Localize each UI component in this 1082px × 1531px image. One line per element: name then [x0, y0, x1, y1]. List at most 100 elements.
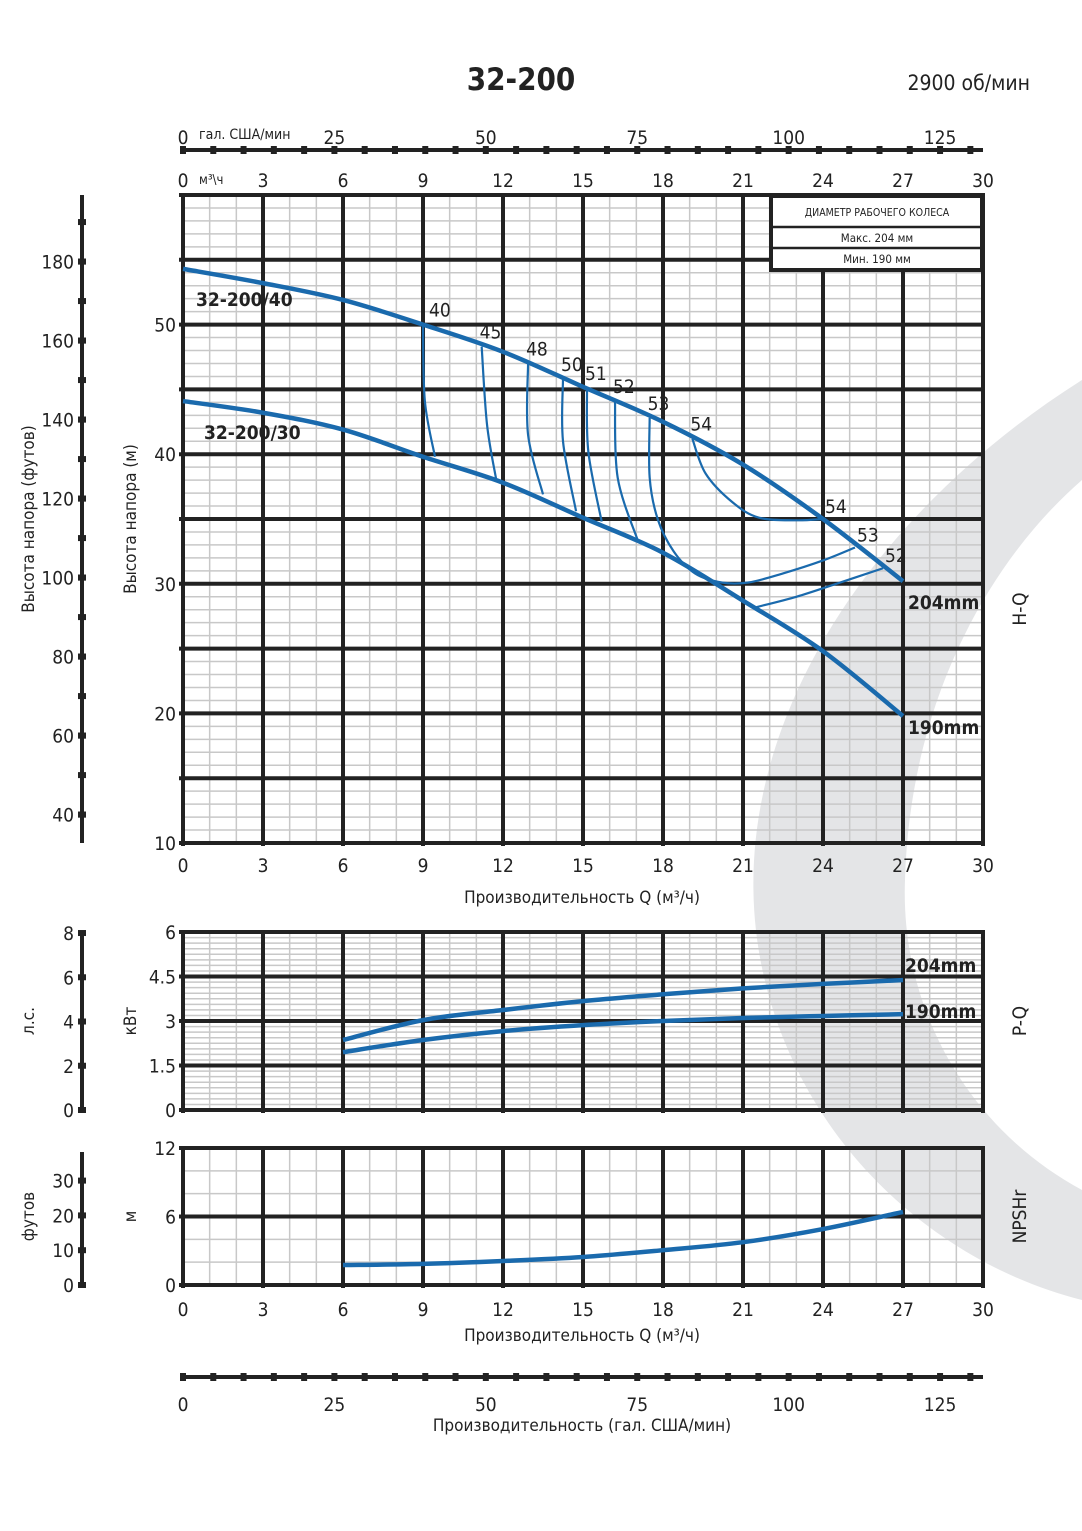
- x-tick-label: 12: [492, 855, 514, 877]
- npsh-feet-axis: [78, 1152, 86, 1288]
- m3h-unit-label: м³\ч: [199, 173, 223, 188]
- y-tick-label: 6: [165, 922, 176, 944]
- x-axis-label: Производительность Q (м³/ч): [464, 1326, 700, 1346]
- y2-axis-label: Высота напора (футов): [19, 425, 39, 612]
- axis-tick: [543, 146, 550, 154]
- y2-tick-label: 60: [52, 726, 74, 748]
- x-tick-label: 18: [652, 1299, 674, 1321]
- y2-tick-label: 80: [52, 647, 74, 669]
- efficiency-contour-48: [525, 363, 545, 495]
- top-x-tick-label: 27: [892, 170, 914, 192]
- efficiency-label: 52: [613, 376, 635, 398]
- top-x-tick-label: 18: [652, 170, 674, 192]
- axis-tick: [391, 1373, 398, 1381]
- bottom-gpm-axis: [180, 1373, 983, 1381]
- axis-tick: [240, 1373, 247, 1381]
- axis-tick: [78, 219, 86, 226]
- impeller-diameter-box: ДИАМЕТР РАБОЧЕГО КОЛЕСА Макс. 204 мм Мин…: [769, 194, 984, 272]
- top-x-tick-label: 24: [812, 170, 834, 192]
- y2-tick-label: 160: [41, 331, 74, 353]
- top-x-tick-label: 3: [258, 170, 269, 192]
- y-tick-label: 40: [154, 444, 176, 466]
- gpm-axis-label: Производительность (гал. США/мин): [433, 1416, 731, 1436]
- axis-tick: [78, 614, 86, 621]
- axis-tick: [967, 1373, 974, 1381]
- gpm-tick-label: 125: [924, 1394, 957, 1416]
- x-tick-label: 30: [972, 1299, 994, 1321]
- axis-tick: [513, 1373, 520, 1381]
- plot-frame: [181, 1146, 985, 1287]
- axis-tick: [180, 1373, 186, 1381]
- top-x-tick-label: 15: [572, 170, 594, 192]
- axis-tick: [694, 146, 701, 154]
- efficiency-label: 54: [690, 414, 712, 436]
- efficiency-contour-52: [613, 401, 639, 542]
- y2-tick-label: 120: [41, 489, 74, 511]
- axis-tick: [78, 1107, 86, 1113]
- hp-axis: [78, 930, 86, 1113]
- axis-tick: [361, 1373, 368, 1381]
- y-tick-label: 4.5: [149, 967, 176, 989]
- efficiency-contour-45: [480, 346, 498, 480]
- efficiency-contour-50: [560, 379, 578, 512]
- top-x-tick-label: 30: [972, 170, 994, 192]
- hq-curve-190mm: [182, 398, 905, 718]
- y-axis-label: м: [121, 1211, 141, 1223]
- y2-tick-label: 6: [63, 967, 74, 989]
- axis-tick: [573, 1373, 580, 1381]
- x-tick-label: 24: [812, 855, 834, 877]
- top-x-tick-label: 12: [492, 170, 514, 192]
- x-tick-label: 21: [732, 1299, 754, 1321]
- axis-tick: [846, 1373, 853, 1381]
- x-tick-label: 3: [258, 855, 269, 877]
- axis-tick: [937, 146, 944, 154]
- axis-tick: [785, 1373, 792, 1381]
- axis-tick: [361, 146, 368, 154]
- y2-tick-label: 8: [63, 923, 74, 945]
- axis-tick: [331, 1373, 338, 1381]
- efficiency-contour-54: [691, 438, 824, 522]
- x-tick-label: 0: [178, 1299, 189, 1321]
- y2-tick-label: 40: [52, 805, 74, 827]
- pq-curve-label: 204mm: [905, 955, 976, 977]
- axis-tick: [422, 146, 429, 154]
- y-tick-label: 0: [165, 1275, 176, 1297]
- diameter-max: Макс. 204 мм: [841, 231, 913, 245]
- y2-tick-label: 4: [63, 1012, 74, 1034]
- x-tick-label: 9: [418, 1299, 429, 1321]
- speed-label: 2900 об/мин: [907, 71, 1030, 95]
- axis-tick: [422, 1373, 429, 1381]
- y2-tick-label: 100: [41, 568, 74, 590]
- y2-tick-label: 30: [52, 1171, 74, 1193]
- axis-tick: [210, 1373, 217, 1381]
- y2-axis-label: футов: [19, 1192, 39, 1241]
- axis-tick: [78, 772, 86, 779]
- grid-NPSHr: [179, 1146, 985, 1288]
- axis-tick: [78, 653, 86, 660]
- y2-axis-label: л.с.: [19, 1007, 39, 1035]
- axis-tick: [391, 146, 398, 154]
- x-tick-label: 0: [178, 855, 189, 877]
- axis-tick: [603, 146, 610, 154]
- axis-tick: [78, 1282, 86, 1288]
- plot-frame: [181, 193, 985, 845]
- axis-tick: [78, 337, 86, 344]
- x-axis-label: Производительность Q (м³/ч): [464, 888, 700, 908]
- panel-label: P-Q: [1009, 1006, 1031, 1036]
- x-tick-label: 30: [972, 855, 994, 877]
- axis-tick: [78, 1062, 86, 1069]
- gpm-tick-label: 75: [626, 127, 648, 149]
- axis-tick: [270, 146, 277, 154]
- model-label: 32-200/40: [196, 289, 293, 311]
- axis-tick: [78, 1018, 86, 1025]
- axis-tick: [301, 1373, 308, 1381]
- axis-tick: [725, 1373, 732, 1381]
- y2-tick-label: 0: [63, 1275, 74, 1297]
- plot-frame: [181, 930, 985, 1112]
- y2-tick-label: 10: [52, 1240, 74, 1262]
- axis-tick: [78, 298, 86, 305]
- x-tick-label: 9: [418, 855, 429, 877]
- chart-title: 32-200: [467, 62, 576, 98]
- npshr-curve: [342, 1209, 904, 1268]
